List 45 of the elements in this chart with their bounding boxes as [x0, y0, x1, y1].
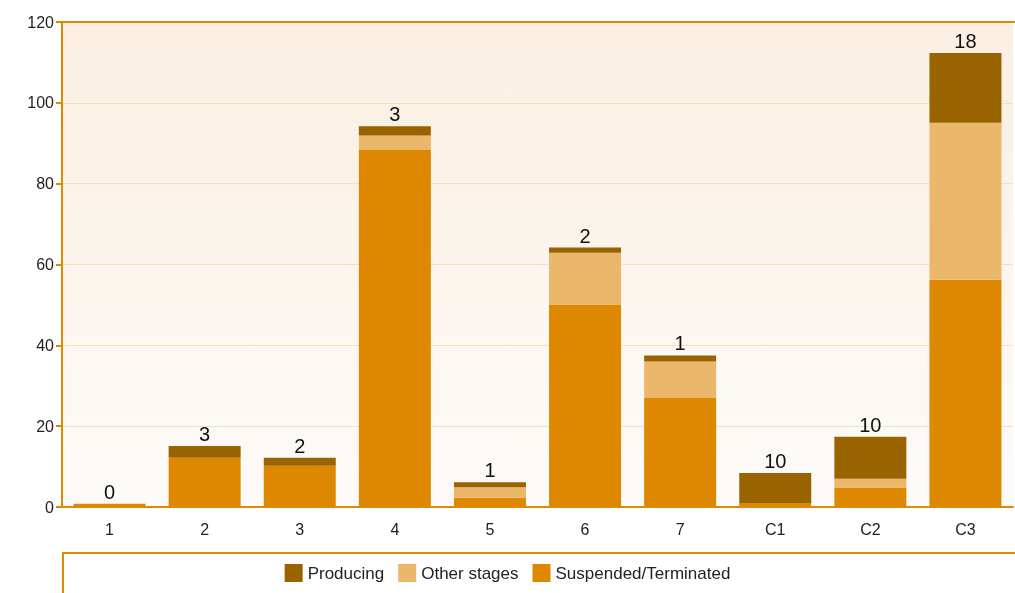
annotation: 3 [199, 422, 211, 445]
annotation: 2 [579, 224, 591, 247]
annotation: 3 [389, 103, 401, 126]
x-tick-label: 4 [390, 520, 400, 538]
y-tick-label: 0 [45, 498, 55, 516]
x-tick-label: 3 [295, 520, 305, 538]
legend-label: Producing [307, 563, 385, 583]
y-tick-label: 80 [36, 175, 55, 193]
x-tick-label: 7 [675, 520, 685, 538]
annotation: 10 [859, 413, 882, 436]
annotation: 10 [764, 450, 787, 473]
bar [549, 247, 622, 253]
y-tick-label: 40 [36, 336, 55, 354]
bar [549, 252, 622, 305]
bar [929, 122, 1002, 280]
legend-label: Other stages [421, 563, 519, 583]
bar [263, 457, 336, 466]
bar [929, 53, 1002, 123]
bar [644, 355, 717, 362]
x-tick-label: C2 [860, 520, 881, 538]
annotation: 1 [674, 332, 686, 355]
y-tick-label: 60 [36, 256, 55, 273]
x-tick-label: 5 [485, 520, 495, 538]
y-tick-label: 100 [27, 94, 55, 112]
legend-label: Suspended/Terminated [555, 563, 731, 583]
bar [834, 478, 907, 488]
x-tick-label: 2 [200, 520, 210, 538]
y-tick-label: 20 [36, 417, 55, 435]
x-tick-label: C1 [765, 520, 786, 538]
y-tick-label: 120 [27, 13, 55, 31]
annotation: 0 [103, 480, 116, 503]
x-tick-label: 6 [580, 520, 590, 538]
bar [644, 361, 717, 398]
x-tick-label: C3 [955, 520, 976, 538]
annotation: 1 [484, 459, 496, 482]
bar [358, 135, 431, 151]
bar [453, 487, 526, 498]
annotation: 18 [954, 30, 977, 53]
bar [358, 126, 431, 136]
x-tick-label: 1 [105, 520, 115, 538]
annotation: 2 [294, 434, 306, 457]
bar [168, 445, 241, 458]
bar [834, 436, 907, 479]
bar [739, 473, 812, 503]
bar [453, 482, 526, 488]
